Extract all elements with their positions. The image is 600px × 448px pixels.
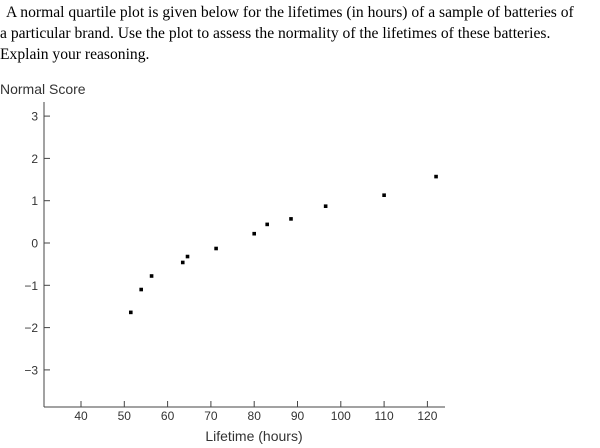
x-tick-label: 90 (291, 409, 305, 423)
data-point (382, 193, 386, 198)
x-axis-label: Lifetime (hours) (205, 428, 302, 444)
x-tick-label: 70 (204, 409, 218, 423)
data-point (128, 310, 133, 315)
data-point (214, 246, 218, 251)
y-ticks: 3 2 1 0 −1 −2 −3 (24, 110, 50, 377)
question-line: Explain your reasoning. (0, 46, 150, 63)
question-text: A normal quartile plot is given below fo… (0, 2, 598, 65)
y-tick-label: 1 (31, 194, 38, 208)
x-tick-label: 110 (375, 409, 394, 423)
y-tick-label: 2 (31, 152, 38, 166)
data-point (149, 274, 154, 278)
y-tick-label: −1 (24, 279, 38, 293)
question-line: a particular brand. Use the plot to asse… (0, 25, 551, 42)
data-point (265, 222, 269, 227)
y-tick-label: −2 (24, 321, 38, 335)
data-point (252, 231, 256, 236)
y-tick-label: −3 (24, 363, 38, 377)
x-tick-label: 40 (74, 409, 88, 423)
x-tick-label: 100 (331, 409, 351, 423)
x-ticks: 40 50 60 70 80 90 100 110 120 (74, 401, 438, 423)
y-tick-label: 3 (31, 110, 38, 124)
data-point (434, 174, 438, 179)
x-tick-label: 50 (118, 409, 132, 423)
x-tick-label: 120 (417, 409, 437, 423)
y-tick-label: 0 (31, 237, 38, 251)
question-line: A normal quartile plot is given below fo… (6, 4, 574, 21)
x-tick-label: 60 (161, 409, 175, 423)
x-tick-label: 80 (248, 409, 262, 423)
data-point (289, 217, 293, 221)
data-point (185, 254, 190, 259)
data-point (180, 260, 185, 265)
data-point (139, 287, 143, 292)
data-point (323, 204, 328, 208)
data-points (128, 174, 438, 315)
y-axis-label: Normal Score (0, 81, 86, 97)
